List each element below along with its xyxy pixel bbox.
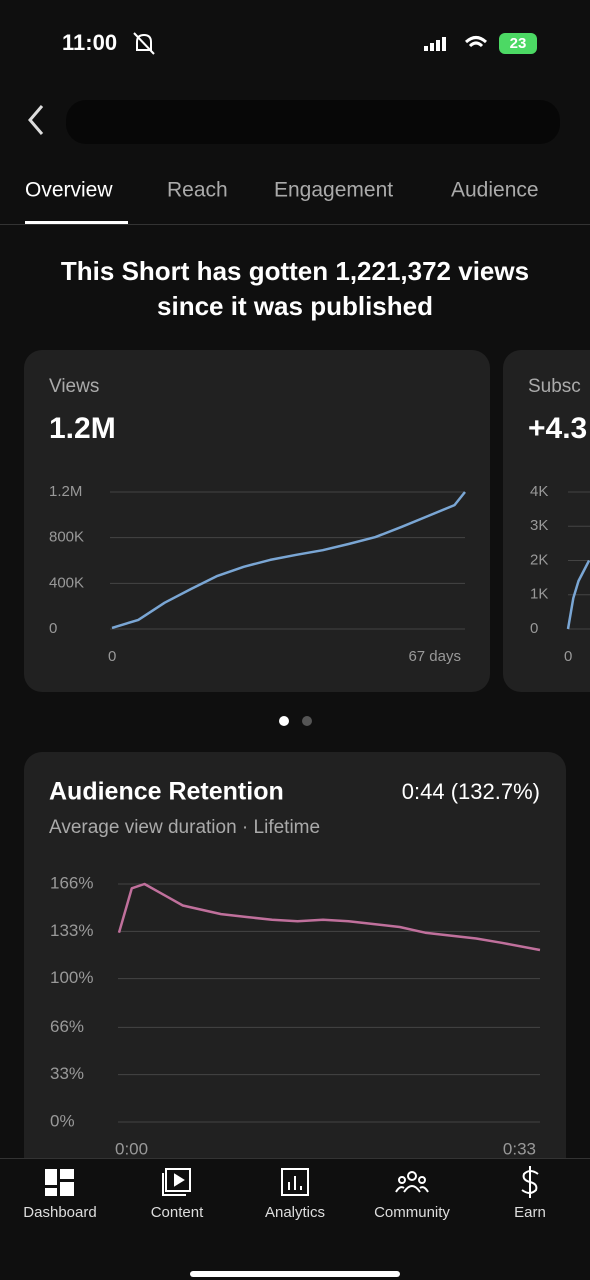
data-line (111, 491, 466, 630)
tab[interactable]: Overview (25, 179, 113, 202)
nav-bar: Dashboard Content Analytics Community Ea… (0, 1158, 590, 1280)
y-tick-label: 2K (530, 551, 548, 568)
nav-divider (0, 1158, 590, 1159)
redacted-title (66, 100, 560, 144)
x-tick-label: 67 days (408, 648, 461, 665)
mute-icon (133, 32, 155, 55)
y-tick-label: 33% (50, 1064, 84, 1083)
y-tick-label: 133% (50, 921, 93, 940)
nav-label[interactable]: Dashboard (23, 1204, 96, 1221)
charts: Views 1.2M 0 400K 800K 1.2M 0 67 days Subsc +4.3 0… (49, 376, 590, 1158)
nav-label[interactable]: Content (151, 1204, 204, 1221)
retention-card[interactable] (24, 752, 566, 1212)
x-tick-label: 0:00 (115, 1139, 148, 1158)
tab[interactable]: Reach (167, 179, 228, 202)
x-tick-label: 0 (108, 648, 116, 665)
y-tick-label: 0 (530, 620, 538, 637)
nav-label[interactable]: Earn (514, 1204, 546, 1221)
analytics-icon (281, 1168, 309, 1196)
views-card[interactable] (24, 350, 490, 692)
card-value: +4.3 (528, 412, 587, 445)
pager-dot[interactable] (279, 716, 289, 726)
card-value: 0:44 (132.7%) (402, 779, 540, 804)
community-icon (395, 1171, 429, 1193)
data-line (566, 559, 590, 630)
y-tick-label: 1K (530, 586, 548, 603)
x-tick-label: 0:33 (503, 1139, 536, 1158)
pager-dot[interactable] (302, 716, 312, 726)
battery-level: 23 (510, 35, 527, 52)
y-tick-label: 0% (50, 1111, 75, 1130)
tab[interactable]: Audience (451, 179, 539, 202)
wifi-icon (464, 36, 488, 48)
card-title: Views (49, 376, 99, 397)
y-tick-label: 66% (50, 1017, 84, 1036)
card-value: 1.2M (49, 412, 116, 445)
nav-label[interactable]: Community (374, 1204, 450, 1221)
tab[interactable]: Engagement (274, 179, 393, 202)
headline: since it was published (157, 291, 433, 321)
battery (499, 33, 537, 54)
divider (0, 224, 590, 225)
back-button[interactable] (28, 105, 44, 135)
y-tick-label: 4K (530, 483, 548, 500)
content-icon (162, 1168, 191, 1196)
card-title: Subsc (528, 376, 581, 397)
status-time: 11:00 (62, 30, 117, 55)
y-tick-label: 3K (530, 517, 548, 534)
y-tick-label: 100% (50, 968, 93, 987)
home-indicator (190, 1271, 400, 1277)
earn-icon (521, 1166, 539, 1198)
tab-indicator (25, 221, 128, 224)
headline: This Short has gotten 1,221,372 views (61, 256, 529, 286)
data-line (117, 882, 541, 952)
nav-label[interactable]: Analytics (265, 1204, 325, 1221)
y-tick-label: 0 (49, 620, 57, 637)
x-tick-label: 0 (564, 648, 572, 665)
signal-icon (424, 37, 446, 51)
y-tick-label: 166% (50, 873, 93, 892)
y-tick-label: 400K (49, 574, 84, 591)
card-title: Audience Retention (49, 778, 284, 806)
y-tick-label: 800K (49, 529, 84, 546)
subscribers-card[interactable] (503, 350, 590, 692)
y-tick-label: 1.2M (49, 483, 82, 500)
dashboard-icon (45, 1169, 74, 1196)
card-subtitle: Average view duration · Lifetime (49, 817, 320, 838)
